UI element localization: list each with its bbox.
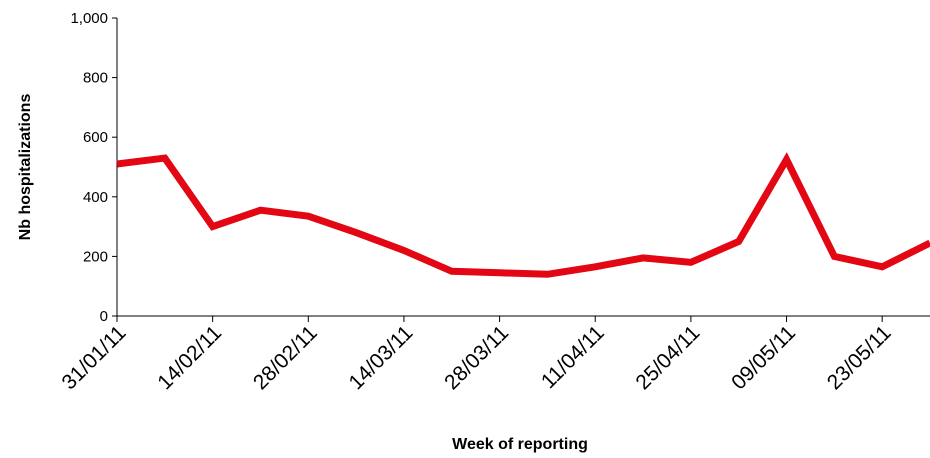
y-tick-label: 0 xyxy=(100,308,108,325)
line-series xyxy=(116,152,930,278)
y-tick-label: 600 xyxy=(83,129,108,146)
x-tick-label: 31/01/11 xyxy=(58,321,131,394)
x-tick-label: 23/05/11 xyxy=(823,321,896,394)
x-tick-label: 09/05/11 xyxy=(727,321,800,394)
x-tick-label: 14/03/11 xyxy=(345,321,418,394)
y-tick-label: 1,000 xyxy=(70,10,108,27)
x-axis-label: Week of reporting xyxy=(452,436,588,453)
x-tick-label: 14/02/11 xyxy=(153,321,226,394)
y-axis-label: Nb hospitalizations xyxy=(17,94,34,241)
y-tick-label: 400 xyxy=(83,189,108,206)
x-tick-label: 11/04/11 xyxy=(537,321,609,393)
x-tick-label: 28/02/11 xyxy=(249,321,322,394)
x-tick-label: 28/03/11 xyxy=(440,321,513,394)
y-tick-label: 800 xyxy=(83,70,108,87)
x-tick-label: 25/04/11 xyxy=(631,321,704,394)
y-tick-label: 200 xyxy=(83,248,108,265)
